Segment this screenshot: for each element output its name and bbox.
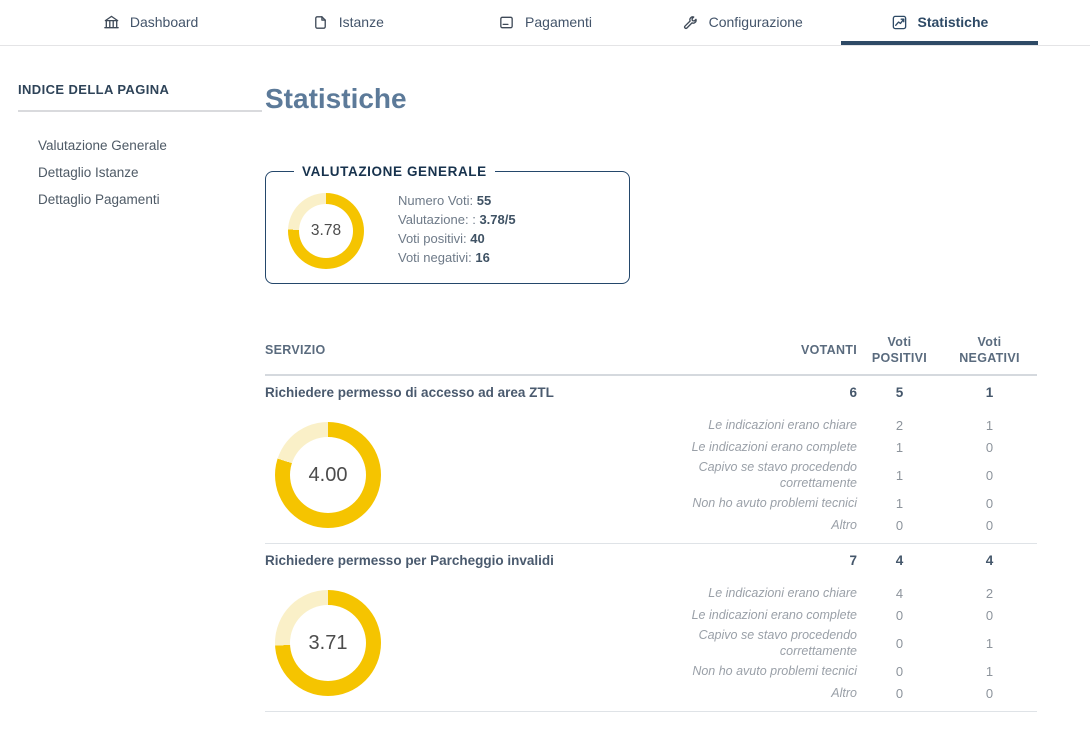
tab-istanze[interactable]: Istanze <box>249 0 446 45</box>
tab-label: Dashboard <box>129 14 199 30</box>
document-icon <box>314 15 326 29</box>
service-votanti-value: 6 <box>849 385 857 400</box>
main-content: Statistiche VALUTAZIONE GENERALE 3.78 Nu… <box>265 46 1090 712</box>
detail-label: Le indicazioni erano chiare <box>708 586 857 600</box>
detail-voti-negativi: 0 <box>985 607 994 623</box>
service-summary-row: Richiedere permesso per Parcheggio inval… <box>265 544 1037 577</box>
sidebar-item-dettaglio-istanze[interactable]: Dettaglio Istanze <box>38 165 139 180</box>
services-table-body: Richiedere permesso di accesso ad area Z… <box>265 376 1037 712</box>
stat-voti-positivi: Voti positivi: 40 <box>398 231 485 246</box>
detail-label: Altro <box>831 686 857 700</box>
payment-card-icon <box>500 16 513 28</box>
detail-subrow: Le indicazioni erano chiare 2 1 <box>647 414 1037 436</box>
detail-subrow: Altro 0 0 <box>647 682 1037 704</box>
detail-voti-positivi: 2 <box>895 417 904 433</box>
service-detail-row: 3.71 Le indicazioni erano chiare 4 2 Le … <box>265 577 1037 712</box>
page-title: Statistiche <box>265 83 407 114</box>
sidebar-item-dettaglio-pagamenti[interactable]: Dettaglio Pagamenti <box>38 192 160 207</box>
service-detail-subrows: Le indicazioni erano chiare 4 2 Le indic… <box>647 582 1037 704</box>
panel-legend: VALUTAZIONE GENERALE <box>302 164 487 179</box>
general-rating-value: 3.78 <box>310 222 342 239</box>
detail-voti-negativi: 0 <box>985 685 994 701</box>
tab-label: Pagamenti <box>525 14 592 30</box>
detail-voti-negativi: 0 <box>985 467 994 483</box>
page-index-sidebar: INDICE DELLA PAGINA Valutazione Generale… <box>0 46 265 712</box>
detail-voti-positivi: 0 <box>895 517 904 533</box>
general-rating-donut: 3.78 <box>288 193 364 269</box>
detail-label: Capivo se stavo procedendo correttamente <box>698 460 857 490</box>
service-rating-value: 4.00 <box>308 463 348 486</box>
service-votanti-value: 7 <box>849 553 857 568</box>
service-voti-positivi-value: 4 <box>895 553 904 568</box>
stat-voti-negativi: Voti negativi: 16 <box>398 250 490 266</box>
service-summary-row: Richiedere permesso di accesso ad area Z… <box>265 376 1037 409</box>
service-name: Richiedere permesso di accesso ad area Z… <box>265 385 554 400</box>
stat-numero-voti: Numero Voti: 55 <box>398 192 492 208</box>
detail-voti-positivi: 0 <box>895 607 904 623</box>
tab-dashboard[interactable]: Dashboard <box>52 0 249 45</box>
detail-subrow: Non ho avuto problemi tecnici 0 1 <box>647 660 1037 682</box>
service-section: Richiedere permesso di accesso ad area Z… <box>265 376 1037 544</box>
detail-voti-positivi: 0 <box>895 663 904 679</box>
detail-voti-negativi: 0 <box>985 495 994 511</box>
detail-voti-negativi: 1 <box>985 663 994 679</box>
tab-label: Istanze <box>338 14 384 30</box>
detail-voti-positivi: 1 <box>895 467 904 483</box>
service-voti-positivi-value: 5 <box>895 385 904 400</box>
detail-label: Non ho avuto problemi tecnici <box>692 664 857 678</box>
table-header-row: SERVIZIO VOTANTI Voti POSITIVI Voti NEGATI… <box>265 328 1037 376</box>
line-chart-icon <box>892 15 906 29</box>
service-detail-subrows: Le indicazioni erano chiare 2 1 Le indic… <box>647 414 1037 536</box>
top-navigation: Dashboard Istanze Pagamenti Configurazio… <box>0 0 1090 46</box>
detail-label: Le indicazioni erano complete <box>691 608 857 622</box>
col-header-voti-positivi: Voti POSITIVI <box>871 335 928 365</box>
sidebar-item-valutazione-generale[interactable]: Valutazione Generale <box>38 138 167 153</box>
detail-voti-positivi: 4 <box>895 585 904 601</box>
detail-label: Non ho avuto problemi tecnici <box>692 496 857 510</box>
detail-voti-negativi: 1 <box>985 635 994 651</box>
services-stats-table: SERVIZIO VOTANTI Voti POSITIVI Voti NEGATI… <box>265 328 1037 712</box>
detail-voti-negativi: 1 <box>985 417 994 433</box>
detail-label: Altro <box>831 518 857 532</box>
col-header-servizio: SERVIZIO <box>265 343 326 357</box>
service-section: Richiedere permesso per Parcheggio inval… <box>265 544 1037 712</box>
service-voti-negativi-value: 4 <box>985 553 994 568</box>
detail-subrow: Le indicazioni erano complete 0 0 <box>647 604 1037 626</box>
sidebar-title: INDICE DELLA PAGINA <box>18 82 170 97</box>
detail-subrow: Capivo se stavo procedendo correttamente… <box>647 458 1037 492</box>
detail-subrow: Le indicazioni erano complete 1 0 <box>647 436 1037 458</box>
sidebar-divider <box>18 110 262 112</box>
detail-label: Capivo se stavo procedendo correttamente <box>698 628 857 658</box>
detail-subrow: Capivo se stavo procedendo correttamente… <box>647 626 1037 660</box>
detail-voti-negativi: 0 <box>985 439 994 455</box>
detail-voti-positivi: 0 <box>895 635 904 651</box>
service-rating-donut: 4.00 <box>275 422 381 528</box>
detail-label: Le indicazioni erano chiare <box>708 418 857 432</box>
service-rating-value: 3.71 <box>308 631 348 654</box>
tab-label: Statistiche <box>917 14 989 30</box>
detail-subrow: Altro 0 0 <box>647 514 1037 536</box>
tab-label: Configurazione <box>708 14 803 30</box>
col-header-voti-negativi: Voti NEGATIVI <box>959 335 1020 365</box>
tab-statistiche[interactable]: Statistiche <box>840 0 1039 45</box>
stat-valutazione: Valutazione: : 3.78/5 <box>398 211 516 227</box>
detail-label: Le indicazioni erano complete <box>691 440 857 454</box>
valutazione-generale-panel: VALUTAZIONE GENERALE 3.78 Numero Voti: 5… <box>265 164 630 284</box>
service-voti-negativi-value: 1 <box>985 385 994 400</box>
detail-voti-positivi: 1 <box>895 439 904 455</box>
detail-subrow: Non ho avuto problemi tecnici 1 0 <box>647 492 1037 514</box>
detail-voti-positivi: 0 <box>895 685 904 701</box>
detail-voti-negativi: 0 <box>985 517 994 533</box>
wrench-icon <box>683 15 697 29</box>
bank-icon <box>104 15 119 28</box>
detail-voti-positivi: 1 <box>895 495 904 511</box>
service-name: Richiedere permesso per Parcheggio inval… <box>265 553 554 568</box>
tab-pagamenti[interactable]: Pagamenti <box>446 0 643 45</box>
detail-voti-negativi: 2 <box>985 585 994 601</box>
service-rating-donut: 3.71 <box>275 590 381 696</box>
service-detail-row: 4.00 Le indicazioni erano chiare 2 1 Le … <box>265 409 1037 544</box>
col-header-votanti: VOTANTI <box>800 343 857 357</box>
tab-configurazione[interactable]: Configurazione <box>644 0 841 45</box>
detail-subrow: Le indicazioni erano chiare 4 2 <box>647 582 1037 604</box>
